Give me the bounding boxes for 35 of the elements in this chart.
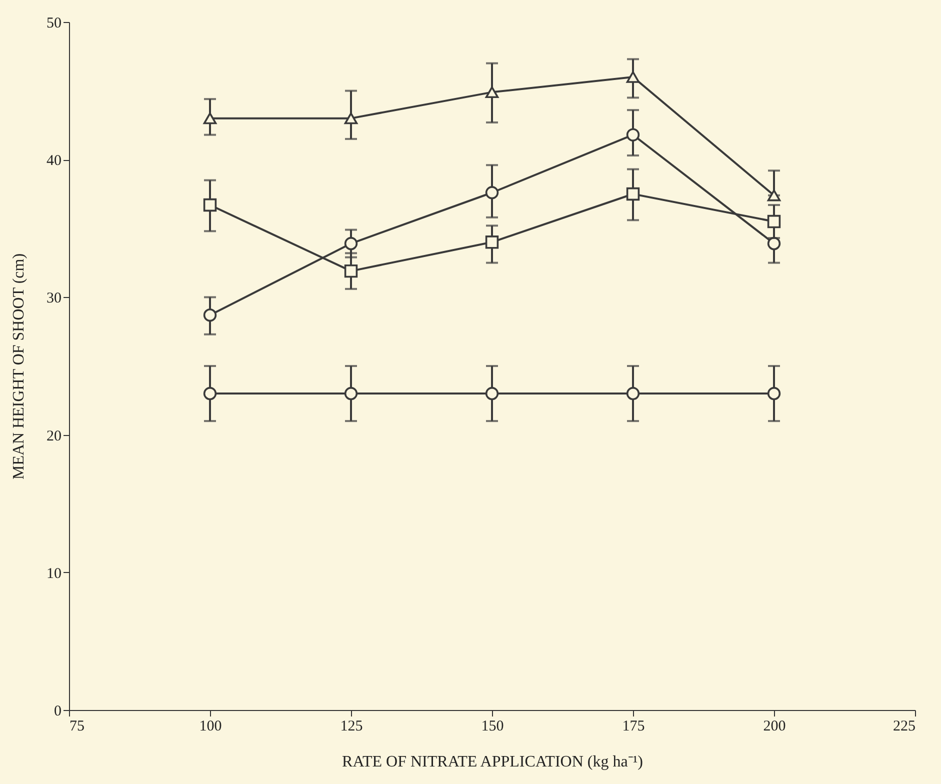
point: [767, 214, 781, 228]
point: [344, 386, 358, 400]
y-tick-label: 20: [46, 428, 62, 444]
x-tick-label: 175: [622, 718, 645, 734]
y-axis-title: MEAN HEIGHT OF SHOOT (cm): [10, 253, 28, 480]
point: [626, 128, 640, 142]
x-tick-label: 75: [70, 718, 84, 734]
point: [485, 86, 499, 98]
point: [203, 308, 217, 322]
point: [485, 386, 499, 400]
x-tick-label: 100: [199, 718, 222, 734]
point: [626, 71, 640, 83]
point: [485, 186, 499, 200]
y-tick-label: 50: [46, 16, 62, 32]
x-tick-label: 200: [763, 718, 786, 734]
point: [344, 236, 358, 250]
point: [485, 236, 499, 249]
x-tick-label: 125: [340, 718, 363, 734]
point: [344, 112, 358, 124]
x-axis-title: RATE OF NITRATE APPLICATION (kg ha⁻¹): [342, 754, 643, 770]
y-tick-label: 0: [54, 704, 62, 720]
point: [767, 386, 781, 400]
point: [626, 386, 640, 400]
point: [767, 236, 781, 250]
point: [203, 198, 217, 212]
x-tick-label: 225: [893, 718, 916, 734]
y-tick-label: 30: [46, 290, 62, 307]
point: [203, 386, 217, 400]
point: [203, 112, 217, 124]
y-tick-label: 40: [46, 153, 62, 170]
y-tick-label: 10: [46, 566, 62, 582]
point: [344, 264, 358, 278]
x-tick-label: 150: [481, 718, 504, 734]
point: [626, 187, 640, 201]
point: [767, 190, 781, 202]
